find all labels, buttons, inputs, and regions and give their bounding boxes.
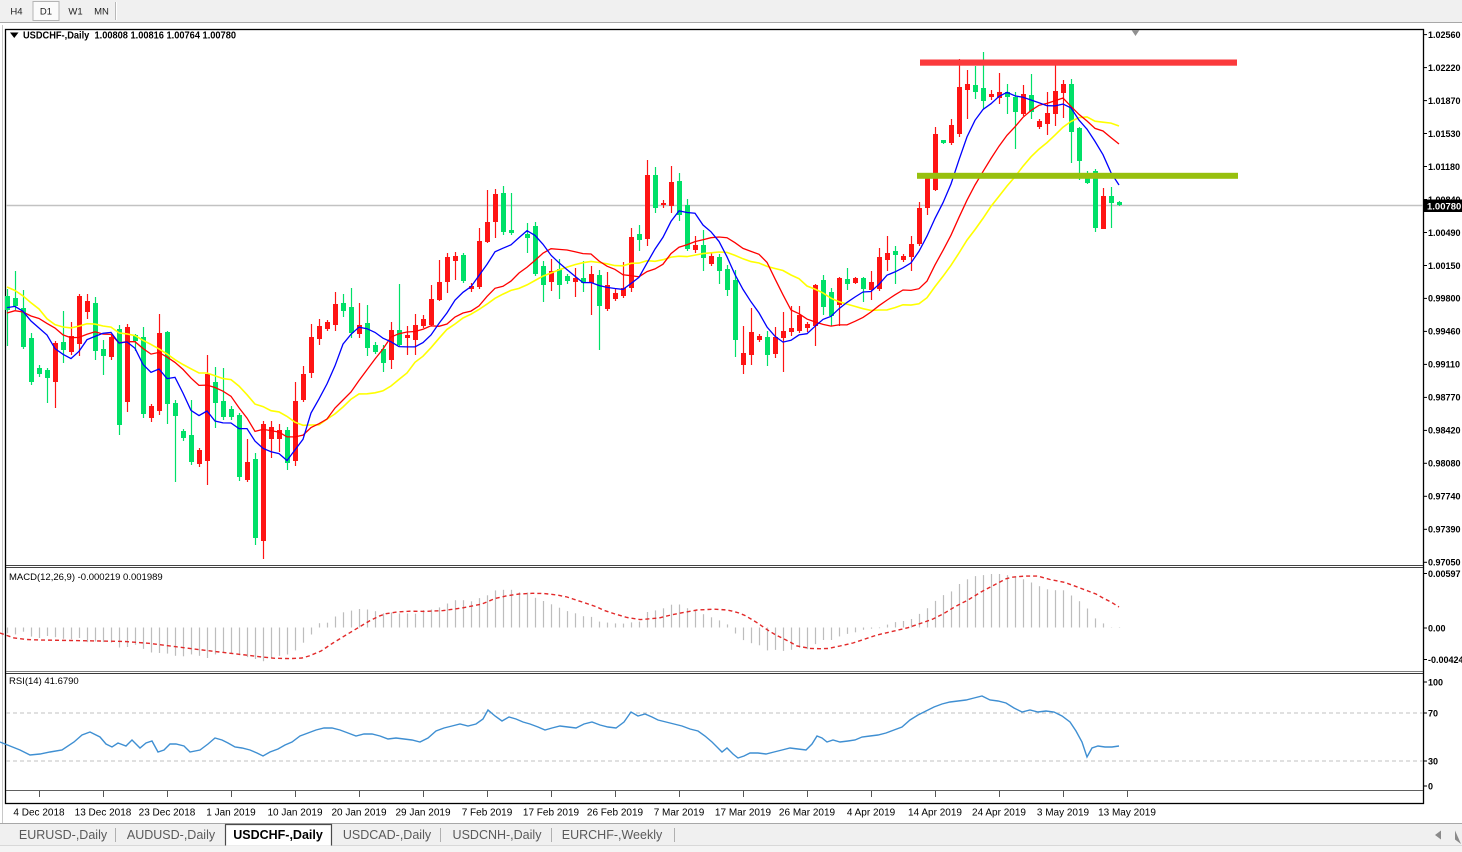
svg-text:D1: D1 bbox=[40, 7, 52, 18]
svg-text:0.00: 0.00 bbox=[1428, 623, 1446, 633]
svg-text:EURUSD-,Daily: EURUSD-,Daily bbox=[19, 828, 108, 842]
svg-text:0.97050: 0.97050 bbox=[1428, 558, 1461, 568]
svg-text:17 Mar 2019: 17 Mar 2019 bbox=[715, 808, 772, 819]
svg-text:0.97740: 0.97740 bbox=[1428, 492, 1461, 502]
svg-text:3 May 2019: 3 May 2019 bbox=[1037, 808, 1090, 819]
svg-text:0.99460: 0.99460 bbox=[1428, 327, 1461, 337]
svg-text:1.01870: 1.01870 bbox=[1428, 96, 1461, 106]
svg-text:7 Mar 2019: 7 Mar 2019 bbox=[654, 808, 705, 819]
svg-text:0: 0 bbox=[1428, 781, 1433, 791]
svg-text:13 May 2019: 13 May 2019 bbox=[1098, 808, 1156, 819]
svg-text:100: 100 bbox=[1428, 677, 1443, 687]
svg-text:USDCAD-,Daily: USDCAD-,Daily bbox=[343, 828, 432, 842]
svg-text:26 Feb 2019: 26 Feb 2019 bbox=[587, 808, 644, 819]
svg-text:-0.00424: -0.00424 bbox=[1428, 655, 1462, 665]
svg-text:AUDUSD-,Daily: AUDUSD-,Daily bbox=[127, 828, 216, 842]
svg-text:0.98420: 0.98420 bbox=[1428, 426, 1461, 436]
svg-text:14 Apr 2019: 14 Apr 2019 bbox=[908, 808, 962, 819]
svg-text:26 Mar 2019: 26 Mar 2019 bbox=[779, 808, 836, 819]
svg-text:0.98080: 0.98080 bbox=[1428, 459, 1461, 469]
svg-text:17 Feb 2019: 17 Feb 2019 bbox=[523, 808, 580, 819]
svg-text:1.02220: 1.02220 bbox=[1428, 63, 1461, 73]
svg-text:EURCHF-,Weekly: EURCHF-,Weekly bbox=[562, 828, 663, 842]
svg-text:1.01180: 1.01180 bbox=[1428, 162, 1460, 172]
svg-text:1.00490: 1.00490 bbox=[1428, 228, 1461, 238]
svg-text:1.00150: 1.00150 bbox=[1428, 261, 1461, 271]
svg-text:USDCHF-,Daily 1.00808 1.00816: USDCHF-,Daily 1.00808 1.00816 1.00764 1.… bbox=[23, 31, 237, 42]
svg-text:0.97390: 0.97390 bbox=[1428, 525, 1461, 535]
svg-text:0.99800: 0.99800 bbox=[1428, 294, 1461, 304]
svg-text:0.00597: 0.00597 bbox=[1428, 569, 1461, 579]
svg-text:24 Apr 2019: 24 Apr 2019 bbox=[972, 808, 1026, 819]
svg-text:0.99110: 0.99110 bbox=[1428, 360, 1460, 370]
svg-text:RSI(14) 41.6790: RSI(14) 41.6790 bbox=[9, 676, 79, 687]
svg-text:13 Dec 2018: 13 Dec 2018 bbox=[75, 808, 132, 819]
svg-text:USDCHF-,Daily: USDCHF-,Daily bbox=[233, 828, 323, 842]
svg-text:29 Jan 2019: 29 Jan 2019 bbox=[395, 808, 450, 819]
svg-text:70: 70 bbox=[1428, 708, 1438, 718]
svg-text:1.01530: 1.01530 bbox=[1428, 129, 1461, 139]
svg-text:1 Jan 2019: 1 Jan 2019 bbox=[206, 808, 256, 819]
svg-text:1.00780: 1.00780 bbox=[1427, 201, 1461, 212]
svg-text:4 Apr 2019: 4 Apr 2019 bbox=[847, 808, 896, 819]
svg-text:H4: H4 bbox=[10, 7, 22, 18]
svg-text:USDCNH-,Daily: USDCNH-,Daily bbox=[453, 828, 543, 842]
svg-text:W1: W1 bbox=[68, 7, 82, 18]
svg-text:4 Dec 2018: 4 Dec 2018 bbox=[13, 808, 65, 819]
svg-text:10 Jan 2019: 10 Jan 2019 bbox=[267, 808, 322, 819]
svg-text:MACD(12,26,9) -0.000219 0.0019: MACD(12,26,9) -0.000219 0.001989 bbox=[9, 572, 163, 583]
svg-text:23 Dec 2018: 23 Dec 2018 bbox=[139, 808, 196, 819]
svg-text:20 Jan 2019: 20 Jan 2019 bbox=[331, 808, 386, 819]
svg-text:30: 30 bbox=[1428, 756, 1438, 766]
svg-text:7 Feb 2019: 7 Feb 2019 bbox=[462, 808, 513, 819]
svg-text:MN: MN bbox=[94, 7, 109, 18]
svg-text:0.98770: 0.98770 bbox=[1428, 393, 1461, 403]
svg-text:1.02560: 1.02560 bbox=[1428, 30, 1461, 40]
